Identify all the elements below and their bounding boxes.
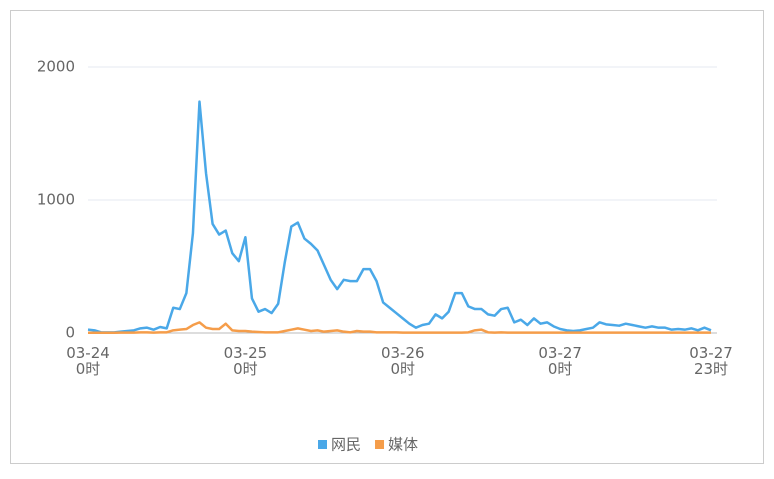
x-tick-label: 03-24 0时 [66, 344, 110, 378]
y-tick-label: 0 [65, 324, 75, 342]
x-tick-label: 03-27 0时 [538, 344, 582, 378]
line-series [88, 321, 711, 334]
x-tick-label: 03-25 0时 [223, 344, 268, 378]
legend-label: 网民 [331, 436, 361, 454]
legend-swatch [318, 440, 327, 449]
line-series [87, 100, 712, 334]
legend-label: 媒体 [388, 436, 418, 454]
chart-frame [10, 10, 764, 464]
y-tick-label: 1000 [37, 191, 75, 209]
legend-swatch [375, 440, 385, 449]
x-tick-label: 03-26 0时 [380, 344, 425, 378]
x-tick-label: 03-27 23时 [689, 344, 733, 378]
y-tick-label: 2000 [37, 58, 75, 76]
